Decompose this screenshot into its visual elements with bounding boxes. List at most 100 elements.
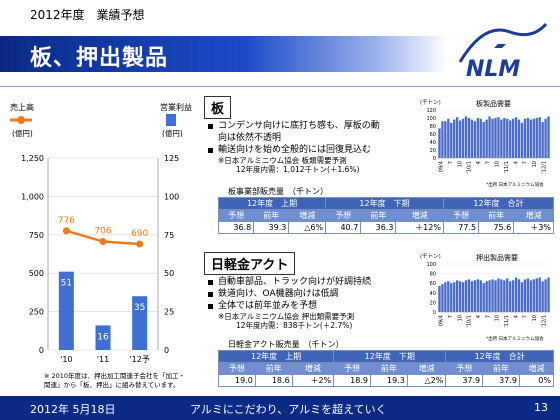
mini-bar (517, 279, 521, 312)
table-cell: 39.3 (253, 221, 290, 234)
left-tick-label: 1,000 (21, 192, 44, 201)
table-cell: 40.7 (325, 221, 362, 234)
mini-y-tick: 80 (430, 272, 436, 278)
sales-line: 776 706 690 (58, 216, 149, 248)
table-cell: 19.0 (218, 374, 256, 387)
chart-footnote: ※ 2010年度は、押出加工関連子会社を「加工・ 関連」から「板、押出」に組み替… (44, 372, 214, 390)
mini-bar (520, 282, 524, 312)
mini-y-tick: 120 (426, 108, 436, 114)
left-tick-label: 250 (29, 308, 44, 317)
x-tick-label: '11 (97, 355, 109, 364)
mini-bar (479, 280, 482, 312)
profit-data-label: 51 (61, 279, 72, 289)
mini-y-tick: 100 (426, 262, 436, 268)
mini-bar (458, 281, 462, 312)
legend-profit-label: 営業利益 (160, 102, 192, 112)
mini-y-tick: 0 (433, 310, 436, 316)
mini-bar (506, 118, 509, 158)
mini-bar (511, 280, 515, 312)
table-subheader: 増減 (406, 362, 447, 375)
mini-x-tick: 09/4 (439, 161, 445, 172)
mini-bar (488, 116, 491, 158)
mini-bar (544, 279, 547, 312)
mini-y-tick: 20 (430, 148, 436, 154)
mini-bar (450, 283, 453, 312)
mini-x-tick: 4 (513, 315, 519, 318)
mini-bar (494, 118, 497, 158)
mini-bar (467, 279, 471, 312)
mini-bar (494, 280, 497, 312)
table-subheader: 増減 (291, 362, 335, 375)
nlm-logo: NLM (458, 22, 548, 82)
mini-y-tick: 80 (430, 124, 436, 130)
mini-bar (520, 122, 524, 158)
mini-bar (529, 280, 533, 312)
mini-bar (441, 121, 444, 158)
mini-bar (482, 122, 485, 158)
mini-bar (491, 279, 494, 312)
table-header-row: 12年度 上期 12年度 下期 12年度 合計 (217, 350, 554, 363)
mini-bar (541, 122, 544, 158)
mini-bar (509, 281, 512, 312)
sheet-note-1: ※日本アルミニウム協会 板類需要予測 (218, 156, 347, 165)
extrusion-bullet-3: 全体では前年並みを予想 (206, 300, 416, 312)
mini-bar (444, 282, 447, 312)
mini-bar (455, 280, 459, 312)
mini-bar (509, 120, 512, 158)
mini-bar (517, 119, 521, 158)
mini-x-tick: 10 (457, 315, 463, 321)
mini-bar (438, 128, 441, 158)
mini-bar (503, 280, 506, 312)
x-tick-label: '10 (60, 355, 72, 364)
table-subheader: 前年 (478, 209, 515, 222)
footnote-line-1: ※ 2010年度は、押出加工関連子会社を「加工・ (44, 372, 186, 380)
mini-bar (532, 279, 535, 312)
footer: 2012年 5月18日 アルミにこだわり、アルミを超えていく 13 (0, 396, 560, 420)
mini-chart-title: 板製品需要 (476, 99, 511, 108)
mini-x-tick: 7 (523, 161, 529, 164)
mini-bar (453, 282, 456, 312)
right-tick-label: 125 (164, 154, 179, 163)
left-tick-label: 0 (39, 346, 44, 355)
mini-bar (461, 118, 465, 158)
table-cell: △6% (288, 221, 327, 234)
mini-bar (447, 281, 450, 312)
mini-source-label: *出所 日本アルミニウム協会 (486, 181, 544, 188)
mini-bar (514, 277, 518, 312)
mini-x-tick: '10/1 (467, 161, 473, 174)
mini-bar (467, 118, 471, 158)
right-tick-label: 75 (164, 231, 174, 240)
mini-bar (470, 281, 474, 312)
mini-bar (506, 278, 509, 312)
table-subheader: 増減 (288, 209, 327, 222)
table-subheader: 前年 (254, 362, 293, 375)
page-title: 板、押出製品 (30, 46, 169, 71)
mini-chart-title: 押出製品需要 (476, 253, 518, 262)
mini-x-tick: '12/1 (541, 161, 547, 174)
extrusion-bullets: 自動車部品、トラック向けが好調持続 鉄道向け、OA機器向けは低調 全体では前年並… (206, 276, 416, 330)
mini-bar (482, 283, 485, 312)
table-header-total: 12年度 合計 (442, 197, 555, 210)
table-subheader: 増減 (518, 362, 555, 375)
left-tick-label: 750 (29, 231, 44, 240)
table-cell: 77.5 (442, 221, 480, 234)
table-cell: 75.6 (478, 221, 515, 234)
mini-bar (491, 118, 494, 158)
mini-bar (473, 121, 477, 158)
profit-bar (95, 325, 111, 350)
left-axis-ticks: 0 250 500 750 1,000 1,250 (21, 154, 44, 355)
extrusion-table-caption: 日軽金アクト販売量 （千トン） (228, 340, 344, 349)
mini-bar (538, 117, 541, 158)
mini-bar (470, 119, 474, 158)
legend-sales-label: 売上高 (10, 102, 34, 112)
extrusion-bullet-2: 鉄道向け、OA機器向けは低調 (206, 288, 416, 300)
mini-bar (458, 120, 462, 158)
chart-legend: 売上高 (億円) 営業利益 (億円) (10, 102, 192, 138)
table-row: 19.0 18.6 ＋2% 18.9 19.3 △2% 37.9 37.9 0% (218, 374, 555, 387)
page-number: 13 (534, 401, 548, 414)
table-cell: △2% (406, 374, 447, 387)
table-cell: 0% (518, 374, 555, 387)
mini-bar (485, 119, 488, 158)
